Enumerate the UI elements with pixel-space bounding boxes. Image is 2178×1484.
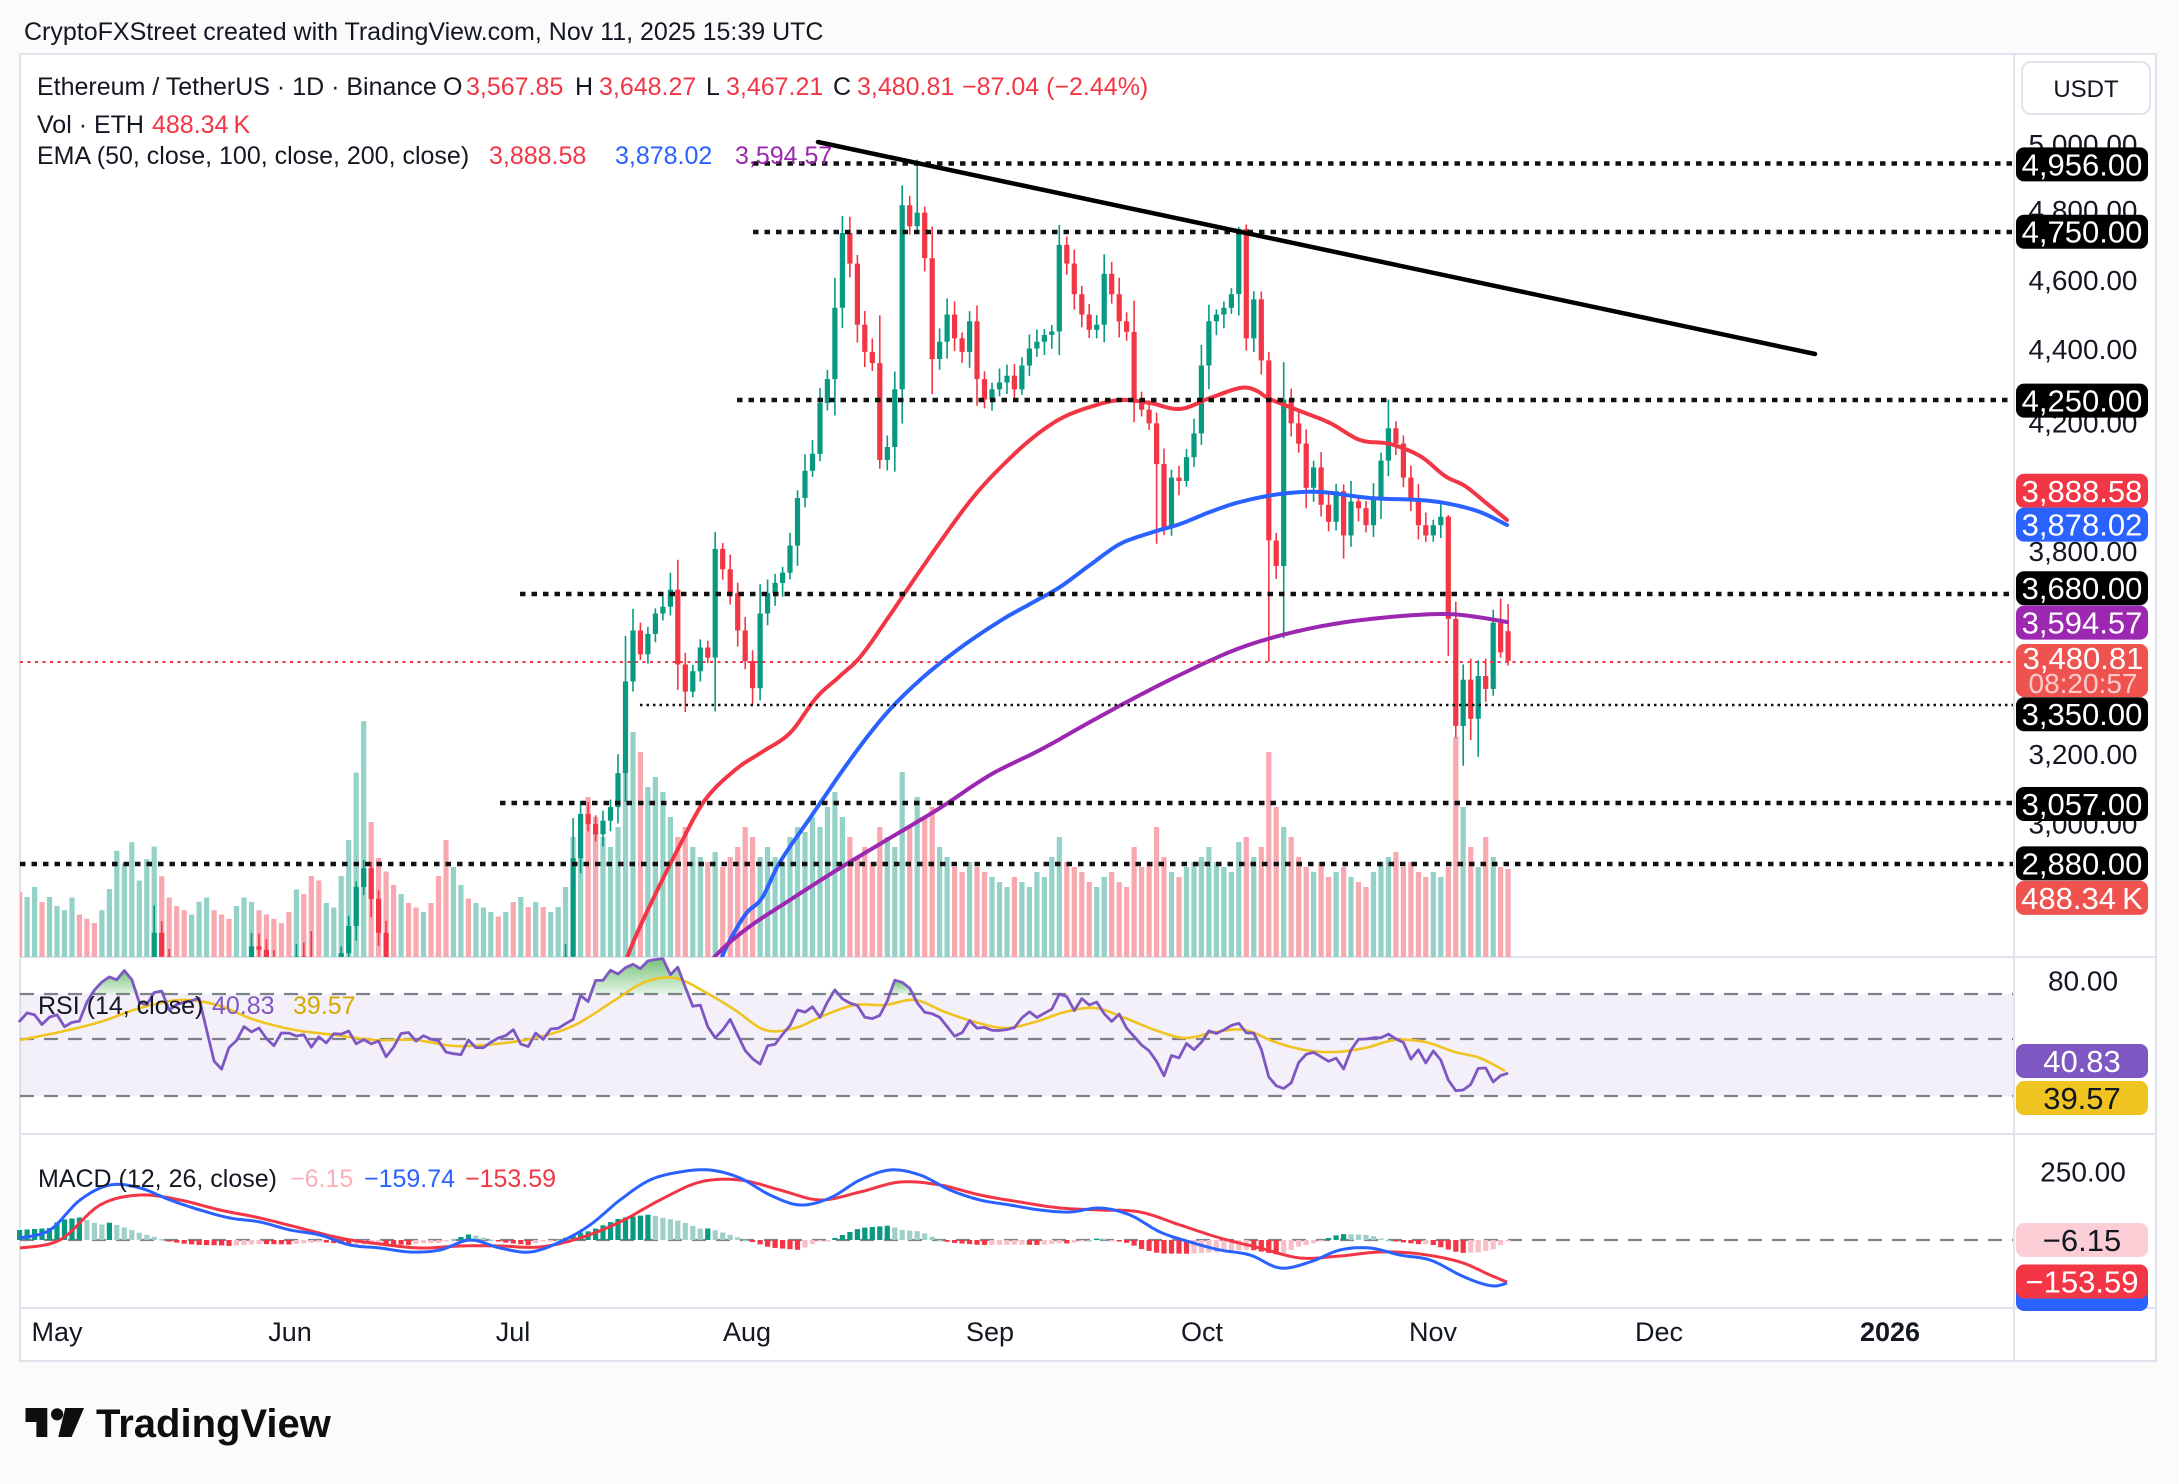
svg-text:MACD (12, 26, close): MACD (12, 26, close) [38, 1165, 277, 1193]
svg-text:3,480.81: 3,480.81 [2023, 641, 2144, 676]
svg-text:40.83: 40.83 [212, 992, 275, 1020]
svg-text:−87.04 (−2.44%): −87.04 (−2.44%) [962, 73, 1148, 101]
svg-text:L: L [706, 73, 720, 101]
svg-text:TradingView: TradingView [96, 1402, 332, 1446]
svg-text:USDT: USDT [2053, 76, 2119, 103]
svg-text:3,888.58: 3,888.58 [489, 142, 586, 170]
svg-text:H: H [575, 73, 593, 101]
svg-text:250.00: 250.00 [2040, 1157, 2126, 1188]
svg-text:08:20:57: 08:20:57 [2029, 668, 2138, 699]
svg-text:39.57: 39.57 [293, 992, 356, 1020]
svg-text:3,480.81: 3,480.81 [857, 73, 954, 101]
svg-text:Jun: Jun [268, 1317, 312, 1347]
svg-text:Jul: Jul [496, 1317, 531, 1347]
svg-text:May: May [31, 1317, 83, 1347]
svg-text:Dec: Dec [1635, 1317, 1683, 1347]
svg-text:3,878.02: 3,878.02 [2022, 508, 2143, 543]
svg-text:C: C [833, 73, 851, 101]
svg-text:2,880.00: 2,880.00 [2022, 846, 2143, 881]
svg-text:Aug: Aug [723, 1317, 771, 1347]
svg-text:4,600.00: 4,600.00 [2029, 265, 2138, 296]
svg-text:3,680.00: 3,680.00 [2022, 571, 2143, 606]
svg-text:3,350.00: 3,350.00 [2022, 697, 2143, 732]
svg-text:40.83: 40.83 [2043, 1044, 2121, 1079]
svg-text:Sep: Sep [966, 1317, 1014, 1347]
svg-text:Oct: Oct [1181, 1317, 1224, 1347]
svg-text:3,467.21: 3,467.21 [726, 73, 823, 101]
svg-text:−159.74: −159.74 [364, 1165, 455, 1193]
svg-text:488.34 K: 488.34 K [2021, 881, 2143, 916]
svg-text:80.00: 80.00 [2048, 966, 2118, 997]
svg-text:4,750.00: 4,750.00 [2022, 215, 2143, 250]
svg-text:Ethereum / TetherUS · 1D · Bin: Ethereum / TetherUS · 1D · Binance [37, 73, 437, 101]
svg-text:−153.59: −153.59 [2026, 1265, 2139, 1300]
svg-text:2026: 2026 [1860, 1317, 1920, 1347]
svg-text:4,400.00: 4,400.00 [2029, 334, 2138, 365]
svg-text:3,594.57: 3,594.57 [735, 142, 832, 170]
svg-text:RSI (14, close): RSI (14, close) [38, 992, 203, 1020]
svg-text:−6.15: −6.15 [2043, 1223, 2121, 1258]
svg-text:3,888.58: 3,888.58 [2022, 474, 2143, 509]
svg-text:488.34 K: 488.34 K [152, 111, 250, 139]
svg-text:3,567.85: 3,567.85 [466, 73, 563, 101]
svg-text:Vol · ETH: Vol · ETH [37, 111, 144, 139]
svg-text:−153.59: −153.59 [465, 1165, 556, 1193]
svg-text:3,594.57: 3,594.57 [2022, 606, 2143, 641]
svg-text:3,648.27: 3,648.27 [599, 73, 696, 101]
svg-text:Nov: Nov [1409, 1317, 1458, 1347]
svg-text:3,057.00: 3,057.00 [2022, 787, 2143, 822]
svg-text:39.57: 39.57 [2043, 1081, 2121, 1116]
svg-text:−6.15: −6.15 [290, 1165, 353, 1193]
svg-text:CryptoFXStreet created with Tr: CryptoFXStreet created with TradingView.… [24, 18, 823, 46]
svg-text:EMA (50, close, 100, close, 20: EMA (50, close, 100, close, 200, close) [37, 142, 469, 170]
svg-text:4,956.00: 4,956.00 [2022, 147, 2143, 182]
svg-text:O: O [443, 73, 462, 101]
svg-text:3,200.00: 3,200.00 [2029, 739, 2138, 770]
svg-text:4,250.00: 4,250.00 [2022, 384, 2143, 419]
svg-text:3,878.02: 3,878.02 [615, 142, 712, 170]
